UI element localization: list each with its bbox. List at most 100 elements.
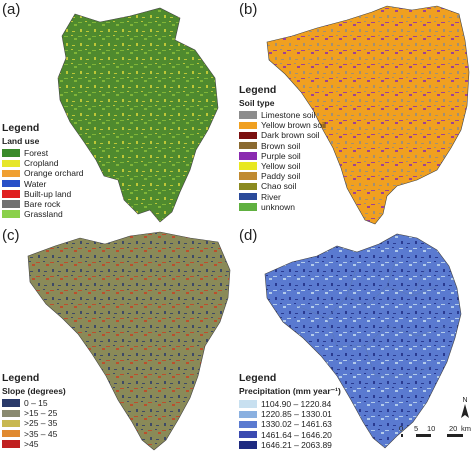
scale-tick: 0 (399, 424, 404, 433)
panel-land-use: (a) Legend Land use Forest Cropland Orange… (0, 0, 237, 226)
legend-title: Legend (239, 84, 277, 96)
legend-item: Bare rock (2, 199, 84, 209)
legend-item: Limestone soil (239, 110, 326, 120)
legend-item: Water (2, 179, 84, 189)
legend-swatch (2, 419, 20, 428)
legend-swatch (239, 162, 257, 170)
legend-label: Yellow soil (261, 161, 301, 172)
scale-tick: 10 (427, 424, 436, 433)
legend-item: 1104.90 – 1220.84 (239, 399, 341, 409)
panel-label: (d) (239, 227, 258, 244)
legend-swatch (239, 192, 257, 201)
legend-item: unknown (239, 202, 326, 212)
legend-swatch (239, 121, 257, 130)
legend-subtitle: Slope (degrees) (2, 386, 66, 396)
panel-label: (a) (2, 1, 21, 18)
legend-swatch (239, 400, 257, 408)
legend-swatch (239, 203, 257, 211)
legend-item: Yellow brown soil (239, 120, 326, 130)
legend-swatch (2, 429, 20, 438)
legend-label: 1104.90 – 1220.84 (261, 399, 332, 410)
legend-label: River (261, 191, 281, 202)
legend-label: Paddy soil (261, 171, 301, 182)
legend-item: Brown soil (239, 141, 326, 151)
legend-swatch (239, 441, 257, 449)
legend-label: Yellow brown soil (261, 120, 326, 131)
legend-title: Legend (2, 122, 40, 134)
legend-swatch (2, 200, 20, 208)
legend-label: Orange orchard (24, 168, 84, 179)
scale-unit: km (461, 424, 471, 433)
legend-label: >45 (24, 438, 39, 449)
scale-tick: 5 (414, 424, 419, 433)
legend-title: Legend (239, 372, 277, 384)
panel-slope: (c) Legend Slope (degrees) 0 – 15 >15 – 2… (0, 226, 237, 452)
legend-swatch (2, 210, 20, 218)
legend-swatch (2, 179, 20, 188)
legend-label: 0 – 15 (24, 398, 48, 409)
legend-swatch (239, 410, 257, 419)
legend-label: Bare rock (24, 199, 61, 210)
legend-item: 1646.21 – 2063.89 (239, 440, 341, 450)
legend-swatch (239, 172, 257, 180)
panel-precipitation: (d) N Legend Precipitation (mm year⁻¹) 1… (237, 226, 474, 452)
legend-label: Built-up land (24, 188, 72, 199)
legend-label: Dark brown soil (261, 130, 320, 141)
legend-item: >15 – 25 (2, 408, 66, 418)
legend-swatch (2, 409, 20, 418)
slope-map (27, 231, 231, 451)
legend-item: Paddy soil (239, 171, 326, 181)
legend-subtitle: Soil type (239, 98, 275, 108)
legend-item: Forest (2, 148, 84, 158)
legend-swatch (239, 420, 257, 429)
slope-legend: Legend Slope (degrees) 0 – 15 >15 – 25 >25… (2, 372, 66, 449)
panel-soil-type: (b) Legend Soil type Limestone soil Yello… (237, 0, 474, 226)
legend-label: Forest (24, 148, 49, 159)
precipitation-map: N (264, 233, 469, 449)
legend-item: 1461.64 – 1646.20 (239, 430, 341, 440)
legend-swatch (239, 152, 257, 160)
basin-outline (27, 231, 231, 451)
legend-swatch (2, 159, 20, 168)
legend-swatch (2, 399, 20, 407)
legend-item: Orange orchard (2, 168, 84, 178)
legend-label: 1461.64 – 1646.20 (261, 429, 332, 440)
legend-swatch (2, 190, 20, 198)
legend-swatch (2, 149, 20, 157)
legend-item: >35 – 45 (2, 429, 66, 439)
legend-item: Chao soil (239, 181, 326, 191)
panel-label: (b) (239, 1, 258, 18)
legend-label: 1220.85 – 1330.01 (261, 409, 332, 420)
legend-label: unknown (261, 201, 296, 212)
legend-item: Purple soil (239, 151, 326, 161)
legend-item: 0 – 15 (2, 398, 66, 408)
north-arrow: N (461, 397, 469, 418)
soil-type-map (266, 5, 470, 225)
legend-label: Chao soil (261, 181, 297, 192)
legend-swatch (239, 111, 257, 119)
panel-label: (c) (2, 227, 20, 244)
legend-swatch (2, 440, 20, 448)
legend-item: Yellow soil (239, 161, 326, 171)
basin-outline (264, 233, 462, 449)
legend-swatch (239, 141, 257, 150)
legend-item: River (239, 192, 326, 202)
north-label: N (462, 397, 467, 404)
legend-label: >15 – 25 (24, 408, 58, 419)
legend-label: Water (24, 178, 47, 189)
legend-item: >45 (2, 439, 66, 449)
precipitation-legend: Legend Precipitation (mm year⁻¹) 1104.90… (239, 372, 341, 450)
legend-label: Cropland (24, 158, 59, 169)
legend-label: Purple soil (261, 150, 301, 161)
legend-label: >25 – 35 (24, 418, 58, 429)
basin-outline (57, 7, 219, 223)
legend-swatch (239, 182, 257, 191)
legend-item: 1220.85 – 1330.01 (239, 409, 341, 419)
legend-title: Legend (2, 372, 40, 384)
land-use-legend: Legend Land use Forest Cropland Orange orc… (2, 122, 84, 219)
legend-item: Dark brown soil (239, 130, 326, 140)
legend-item: Cropland (2, 158, 84, 168)
legend-swatch (239, 131, 257, 140)
legend-item: Built-up land (2, 189, 84, 199)
legend-label: Brown soil (261, 140, 301, 151)
